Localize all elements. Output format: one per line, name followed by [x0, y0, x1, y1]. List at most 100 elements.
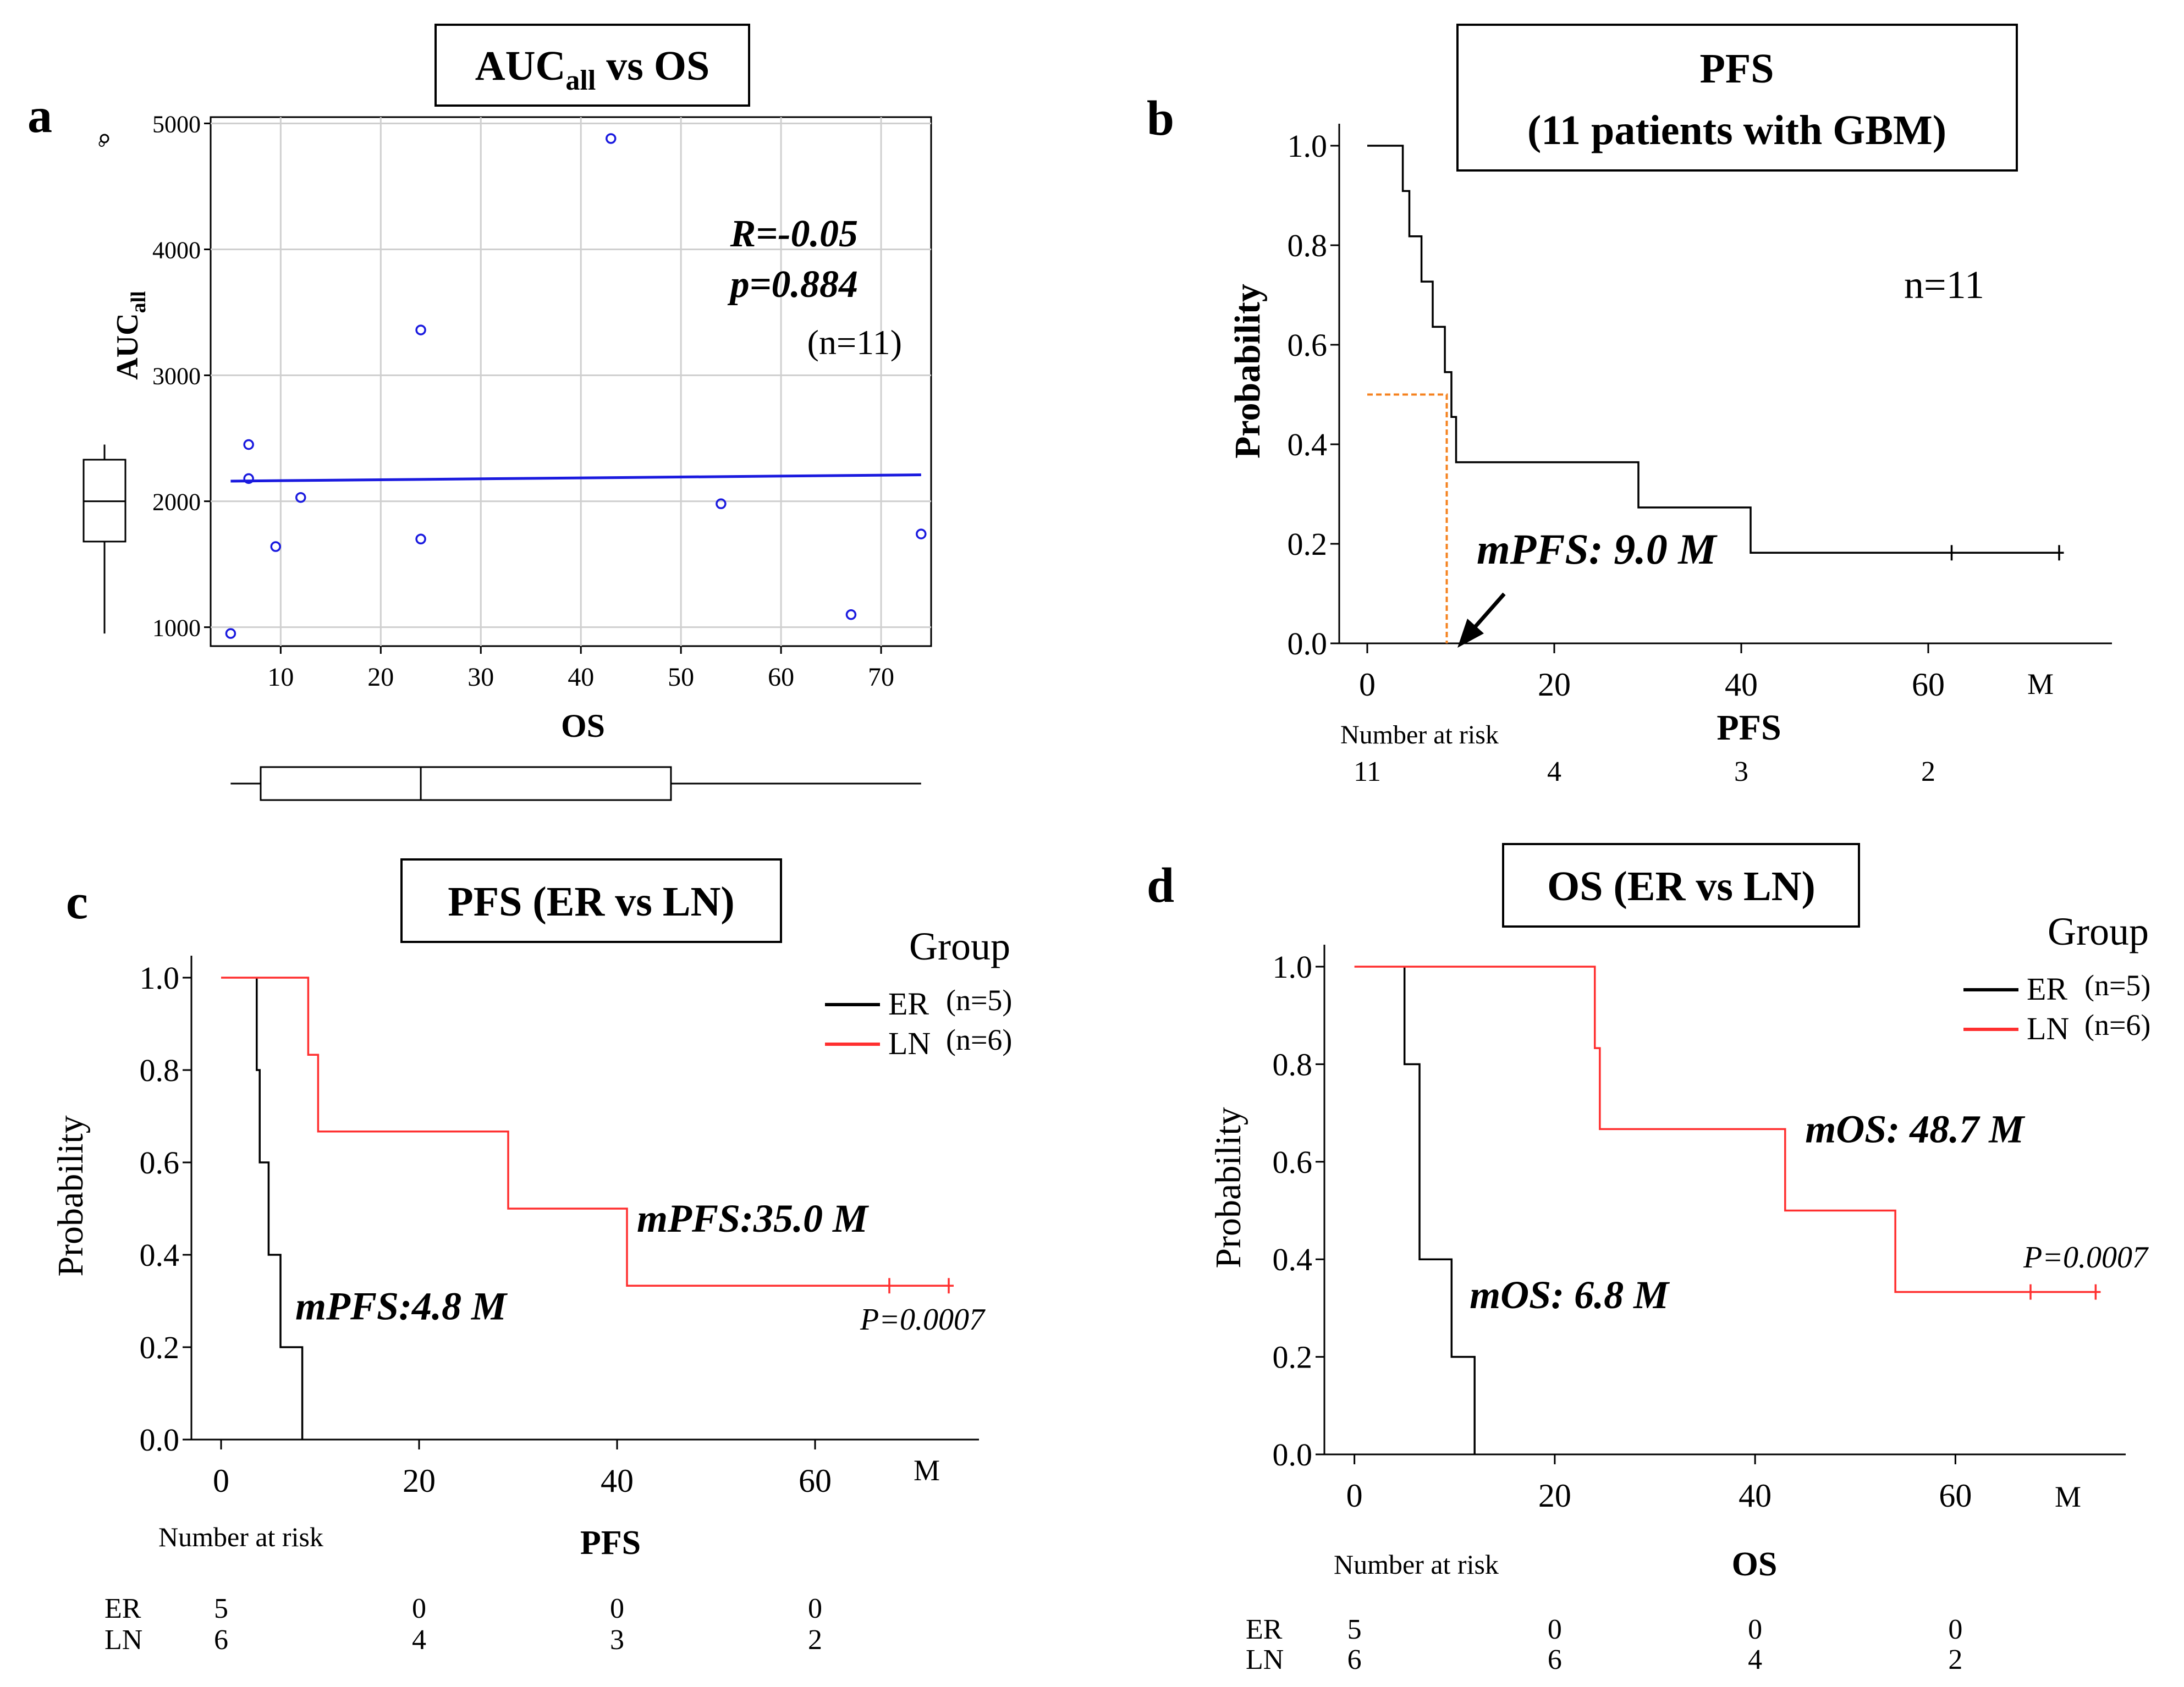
km-curve-ln	[221, 977, 954, 1287]
scatter-point	[606, 133, 617, 144]
risk-value: 2	[808, 1624, 822, 1656]
legend-label: ER	[888, 986, 929, 1022]
median-annotation: mPFS:35.0 M	[637, 1197, 870, 1241]
y-tick-label: 2000	[152, 489, 201, 516]
risk-row-label: ER	[104, 1593, 141, 1624]
scatter-point	[845, 609, 857, 620]
scatter-point	[270, 541, 282, 552]
x-tick-label: 20	[367, 663, 394, 692]
annotations-c: mPFS:35.0 M mPFS:4.8 M	[295, 1197, 870, 1328]
scatter-point	[225, 628, 236, 639]
title-a: AUCall vs OS	[475, 43, 710, 96]
legend-n: (n=5)	[946, 984, 1012, 1017]
risk-title-d: Number at risk	[1334, 1549, 1499, 1580]
panel-c: c PFS (ER vs LN) 0.00.20.40.60.81.00 20 40…	[51, 858, 1012, 1656]
x-tick-label: 20	[403, 1463, 436, 1499]
title-b-line1: PFS	[1699, 46, 1774, 92]
x-label-d: OS	[1732, 1546, 1778, 1583]
panel-d: d OS (ER vs LN) 0.00.20.40.60.81.00 20 40 6…	[1147, 843, 2150, 1675]
x-tick-label: 20	[1538, 1477, 1571, 1514]
x-tick-label: 40	[601, 1463, 634, 1499]
y-tick-label: 0.8	[1288, 228, 1328, 263]
stat-n: (n=11)	[807, 323, 902, 362]
risk-value: 2	[1921, 756, 1935, 787]
fit-line	[230, 473, 921, 483]
risk-table-c: ER 5 0 0 0 LN 6 4 3 2	[104, 1593, 822, 1656]
legend-title: Group	[909, 924, 1010, 968]
risk-value: 4	[1748, 1644, 1762, 1675]
legend-label: ER	[2027, 971, 2067, 1007]
x-tick-label: 70	[868, 663, 894, 692]
x-label-b: PFS	[1717, 708, 1781, 748]
x-tick-label: 40	[1725, 666, 1758, 703]
x-tick-label: 0	[1359, 666, 1376, 703]
risk-table-d: ER 5 0 0 0 LN 6 6 4 2	[1246, 1614, 1962, 1675]
panel-b: b PFS (11 patients with GBM) n=11 0.0 0.2…	[1147, 24, 2112, 787]
x-tick-label: 20	[1538, 666, 1571, 703]
median-label-b: mPFS: 9.0 M	[1477, 525, 1718, 573]
axes-b: 0.0 0.2 0.4 0.6 0.8 1.0 0 20 40 60	[1288, 124, 2112, 703]
scatter-point	[295, 492, 306, 503]
y-tick-label: 1000	[152, 615, 201, 642]
title-box-d	[1502, 843, 1860, 928]
curves-d	[1354, 966, 2101, 1454]
y-tick-label: 1.0	[1273, 949, 1313, 985]
y-boxplot	[82, 134, 126, 634]
legend-d: Group ER (n=5) LN (n=6)	[1963, 909, 2150, 1046]
y-tick-label: 0.2	[1273, 1339, 1313, 1375]
y-tick-label: 0.8	[140, 1052, 180, 1088]
y-label-d: Probability	[1208, 1107, 1248, 1268]
median-arrow	[1457, 592, 1506, 648]
stat-r: R=-0.05	[730, 213, 858, 255]
x-label-a: OS	[561, 708, 605, 744]
risk-value: 0	[610, 1593, 624, 1624]
risk-value: 3	[610, 1624, 624, 1656]
panel-letter-a: a	[27, 89, 52, 143]
risk-value: 0	[1948, 1614, 1962, 1645]
risk-row-label: LN	[104, 1624, 142, 1656]
y-tick-label: 0.6	[1273, 1144, 1313, 1180]
axes-d: 0.0 0.2 0.4 0.6 0.8 1.0 0 20 40 60	[1273, 945, 2126, 1514]
panel-a: a AUCall vs OS 10 20 30 40 50 60 70 1000 2000 30…	[27, 24, 932, 801]
title-d: OS (ER vs LN)	[1547, 863, 1816, 909]
scatter-point	[243, 439, 254, 450]
risk-row-label: ER	[1246, 1614, 1283, 1645]
y-tick-label: 0.0	[140, 1422, 180, 1458]
y-tick-label: 0.6	[140, 1145, 180, 1181]
risk-value: 4	[1547, 756, 1561, 787]
x-ticks-a: 10 20 30 40 50 60 70	[267, 646, 894, 692]
y-tick-label: 0.2	[1288, 526, 1328, 562]
legend-label: LN	[2027, 1011, 2069, 1046]
p-value-c: P=0.0007	[860, 1303, 986, 1337]
risk-value: 6	[1548, 1644, 1562, 1675]
title-box-b	[1456, 24, 2018, 172]
x-tick-label: 40	[1739, 1477, 1772, 1514]
legend-n: (n=6)	[946, 1023, 1012, 1056]
y-tick-label: 0.4	[140, 1237, 180, 1273]
x-unit-d: M	[2055, 1480, 2081, 1513]
risk-title-c: Number at risk	[158, 1521, 323, 1552]
title-b-line2: (11 patients with GBM)	[1527, 107, 1946, 153]
y-tick-label: 1.0	[1288, 128, 1328, 164]
y-label-c: Probability	[51, 1115, 91, 1276]
km-curve-er	[1403, 967, 1476, 1454]
x-tick-label: 60	[1912, 666, 1945, 703]
risk-value: 5	[1347, 1614, 1362, 1645]
median-guide-line	[1367, 393, 1448, 643]
title-box-a	[434, 24, 750, 107]
y-tick-label: 3000	[152, 363, 201, 390]
x-tick-label: 60	[1939, 1477, 1972, 1514]
x-tick-label: 10	[267, 663, 294, 692]
km-curve-ln	[1354, 966, 2101, 1293]
curves-c	[221, 977, 954, 1440]
stat-p: p=0.884	[728, 263, 858, 306]
scatter-point	[415, 324, 426, 335]
scatter-point	[916, 528, 927, 539]
x-tick-label: 0	[1346, 1477, 1363, 1514]
x-label-c: PFS	[580, 1524, 641, 1562]
y-tick-label: 5000	[152, 111, 201, 137]
risk-value: 0	[808, 1593, 822, 1624]
x-tick-label: 30	[467, 663, 494, 692]
risk-value: 0	[1548, 1614, 1562, 1645]
